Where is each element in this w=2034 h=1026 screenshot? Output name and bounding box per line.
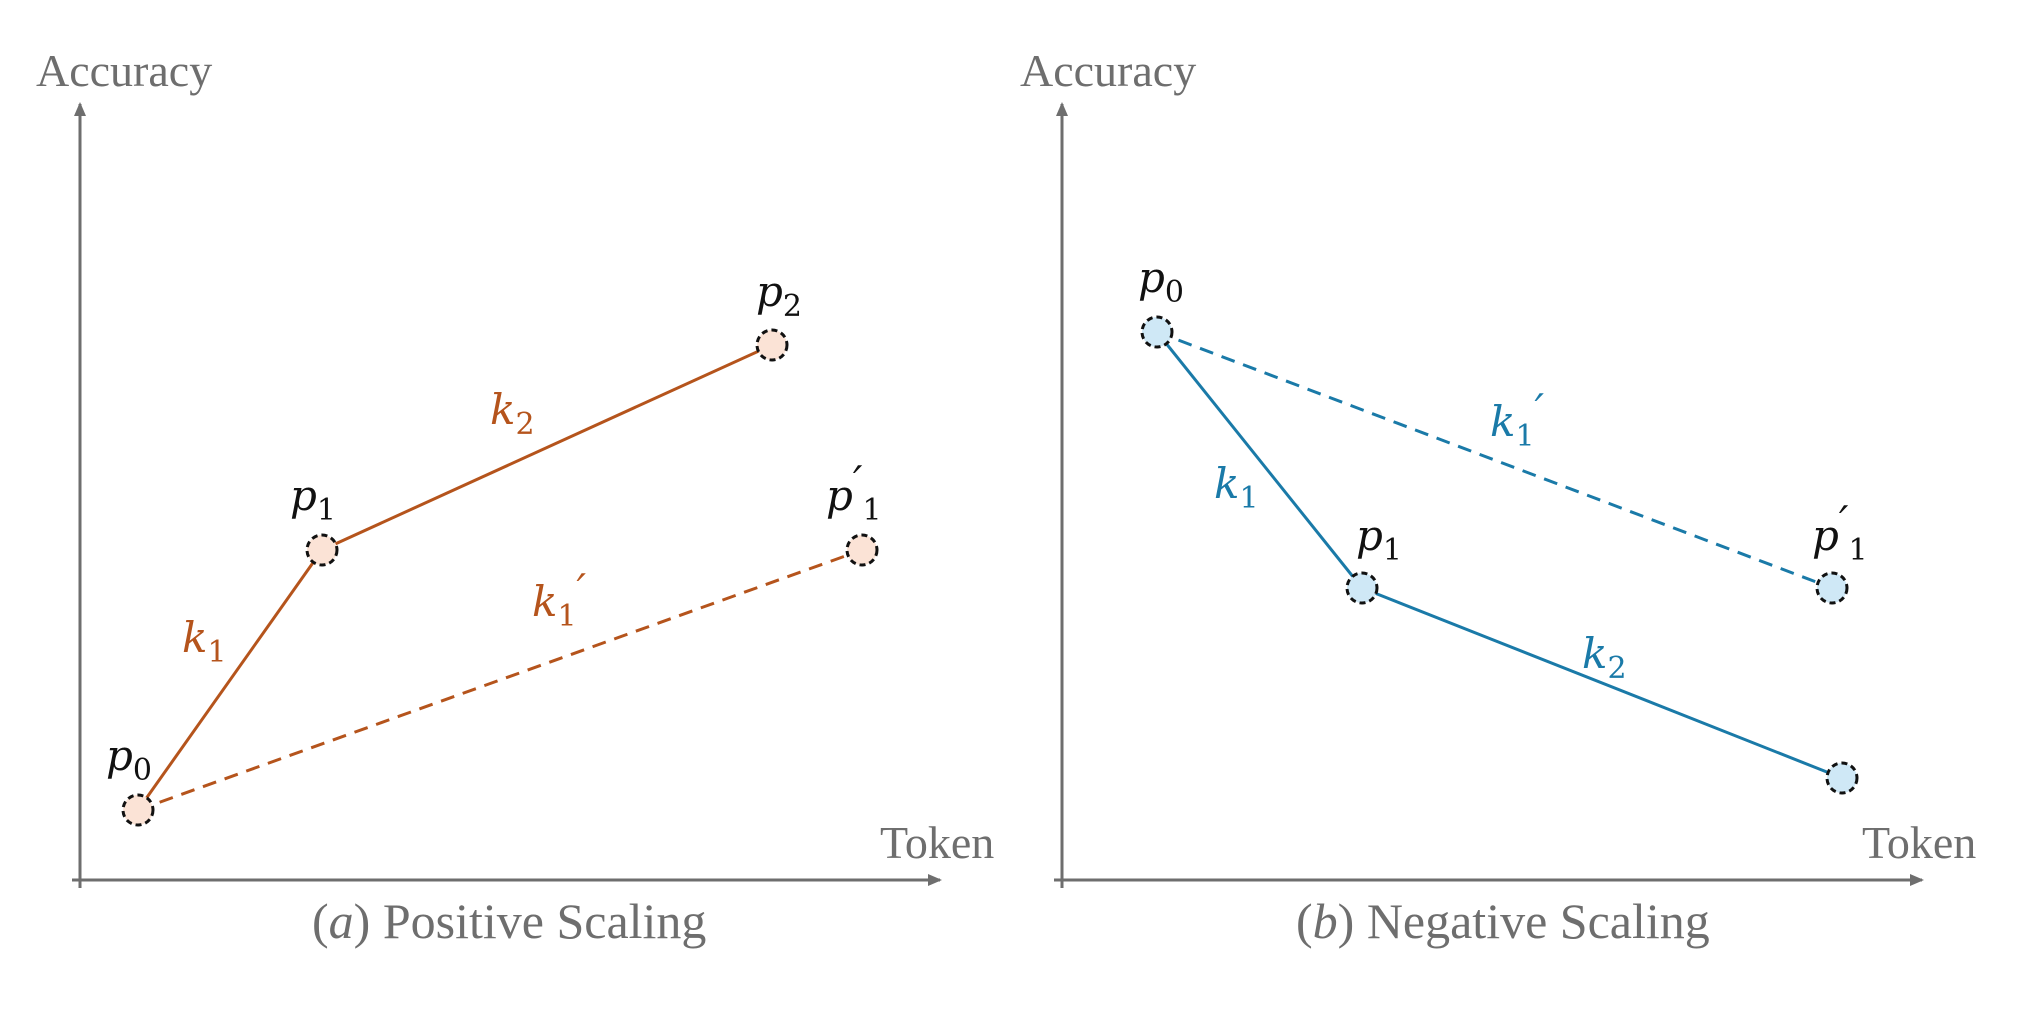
segment-k2 (1361, 586, 1843, 780)
point-p2-label: p2 (756, 267, 802, 324)
segment-k2-label: k2 (490, 385, 535, 442)
segment-k1-label: k1 (1214, 459, 1259, 516)
point-p1-marker (1345, 571, 1379, 605)
segment-k1 (136, 549, 324, 811)
point-p1-prime-label: p′1 (826, 457, 882, 528)
segment-k2-label: k2 (1582, 629, 1627, 686)
y-axis-label: Accuracy (36, 45, 212, 96)
point-p1-prime-marker (1815, 571, 1849, 605)
segment-k1-label: k1 (182, 613, 227, 670)
point-p0-marker (1140, 315, 1174, 349)
point-p0-label: p0 (1138, 253, 1184, 310)
point-p1-prime-marker (845, 533, 879, 567)
segment-k1-prime (137, 548, 863, 812)
segment-k1 (1155, 331, 1364, 589)
point-p2-marker (755, 328, 789, 362)
point-p0-label: p0 (106, 731, 152, 788)
panel-negative-scaling: Accuracy Token p0 p1 p′1 k1 k2 k1′ (b) N… (1020, 45, 1976, 949)
panel-a-caption: (a) Positive Scaling (312, 893, 706, 949)
panel-positive-scaling: Accuracy Token p0 p1 p2 p′1 k1 k2 k1′ (a… (36, 45, 994, 949)
point-p1-marker (305, 533, 339, 567)
y-axis-label: Accuracy (1020, 45, 1196, 96)
point-p1-label: p1 (1356, 511, 1402, 568)
segment-k1-prime-label: k1′ (1490, 385, 1545, 454)
panel-b-caption: (b) Negative Scaling (1296, 893, 1710, 949)
point-p0-marker (121, 793, 155, 827)
x-axis-label: Token (1862, 817, 1976, 868)
point-p1-prime-label: p′1 (1812, 497, 1868, 568)
segment-k1-prime (1156, 330, 1833, 590)
point-p1-label: p1 (290, 471, 336, 528)
segment-k2 (321, 343, 773, 552)
segment-k1-prime-label: k1′ (532, 565, 587, 634)
point-end-marker (1825, 761, 1859, 795)
x-axis-label: Token (880, 817, 994, 868)
